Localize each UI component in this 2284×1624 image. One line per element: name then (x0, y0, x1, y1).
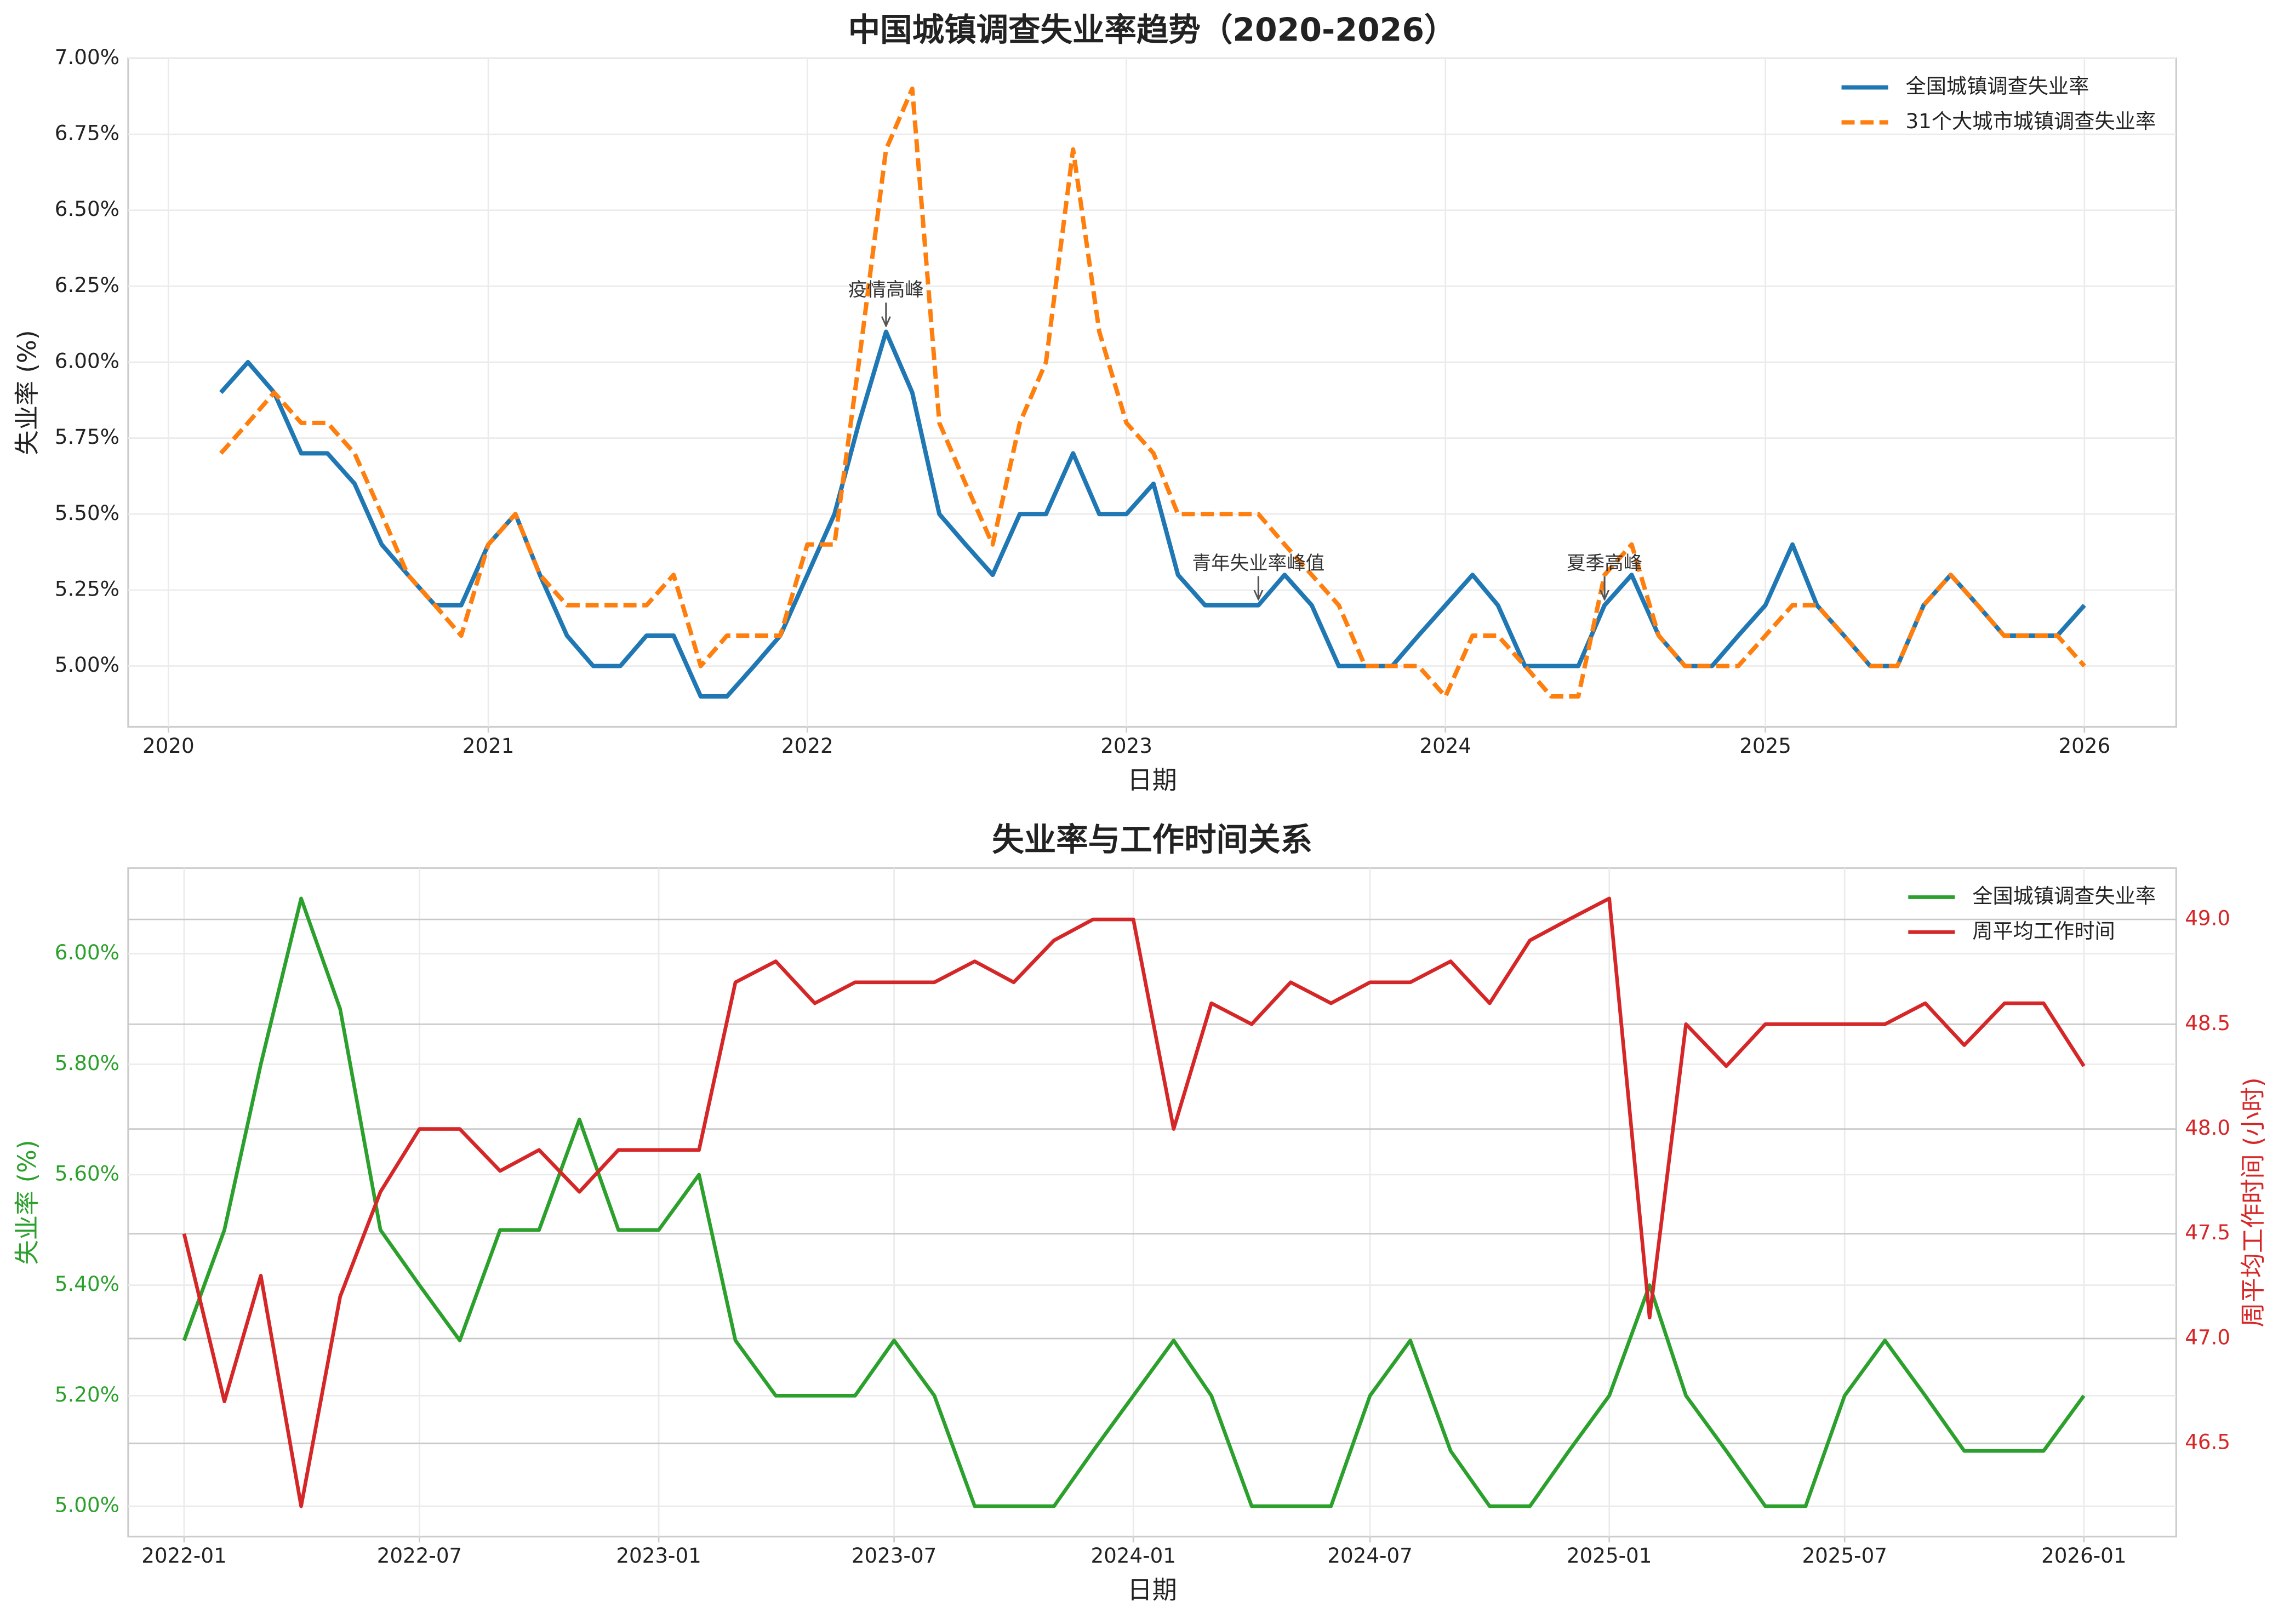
plot-area (127, 867, 2177, 1538)
series-line (182, 896, 2086, 1508)
y2-tick-label: 48.5 (2185, 1011, 2230, 1035)
plot-area (127, 57, 2177, 728)
y-tick-label: 5.20% (55, 1382, 119, 1406)
series-line (219, 86, 2086, 699)
x-tick-label: 2022-01 (141, 1543, 226, 1568)
x-tick-label: 2023-07 (852, 1543, 937, 1568)
x-tick-label: 2023-01 (616, 1543, 701, 1568)
x-tick-label: 2025 (1739, 734, 1791, 758)
y-tick-label: 6.25% (55, 273, 119, 297)
y-tick-label: 5.40% (55, 1272, 119, 1296)
x-tick-label: 2024-07 (1327, 1543, 1412, 1568)
x-axis-label: 日期 (1127, 766, 1177, 795)
y-tick-label: 5.75% (55, 425, 119, 449)
y-tick-label: 6.00% (55, 940, 119, 964)
chart-title: 失业率与工作时间关系 (992, 821, 1312, 859)
y-tick-label: 6.50% (55, 197, 119, 221)
y-tick-label: 6.00% (55, 348, 119, 373)
y-tick-label: 7.00% (55, 45, 119, 69)
x-tick-label: 2024 (1419, 734, 1471, 758)
legend-label: 全国城镇调查失业率 (1972, 884, 2156, 908)
y-tick-label: 5.50% (55, 501, 119, 525)
x-tick-label: 2022-07 (377, 1543, 462, 1568)
series-line (182, 896, 2086, 1508)
y-tick-label: 5.00% (55, 653, 119, 677)
y-axis-label: 失业率 (%) (13, 1140, 42, 1265)
legend-label: 全国城镇调查失业率 (1906, 74, 2089, 98)
x-tick-label: 2026-01 (2041, 1543, 2126, 1568)
annotation: 青年失业率峰值 (1192, 553, 1325, 575)
x-tick-label: 2025-01 (1567, 1543, 1652, 1568)
x-tick-label: 2020 (142, 734, 195, 758)
x-tick-label: 2024-01 (1090, 1543, 1175, 1568)
x-tick-label: 2021 (462, 734, 515, 758)
x-tick-label: 2023 (1100, 734, 1152, 758)
y2-tick-label: 49.0 (2185, 906, 2230, 930)
y-tick-label: 6.75% (55, 121, 119, 145)
y-tick-label: 5.25% (55, 576, 119, 601)
legend-label: 31个大城市城镇调查失业率 (1906, 109, 2156, 133)
annotation: 夏季高峰 (1567, 553, 1642, 575)
x-tick-label: 2022 (781, 734, 833, 758)
y2-tick-label: 46.5 (2185, 1430, 2230, 1454)
y2-tick-label: 47.0 (2185, 1325, 2230, 1349)
y-tick-label: 5.80% (55, 1051, 119, 1075)
y-tick-label: 5.00% (55, 1493, 119, 1517)
y-tick-label: 5.60% (55, 1161, 119, 1185)
x-tick-label: 2026 (2058, 734, 2110, 758)
annotation: 疫情高峰 (848, 279, 924, 301)
series-line (219, 329, 2086, 699)
y2-axis-label: 周平均工作时间 (小时) (2239, 1077, 2268, 1327)
legend-label: 周平均工作时间 (1972, 919, 2115, 943)
x-tick-label: 2025-07 (1802, 1543, 1887, 1568)
chart-title: 中国城镇调查失业率趋势（2020-2026） (848, 12, 1457, 49)
y2-tick-label: 47.5 (2185, 1220, 2230, 1244)
y2-tick-label: 48.0 (2185, 1116, 2230, 1140)
y-axis-label: 失业率 (%) (13, 330, 42, 455)
x-axis-label: 日期 (1127, 1575, 1177, 1604)
